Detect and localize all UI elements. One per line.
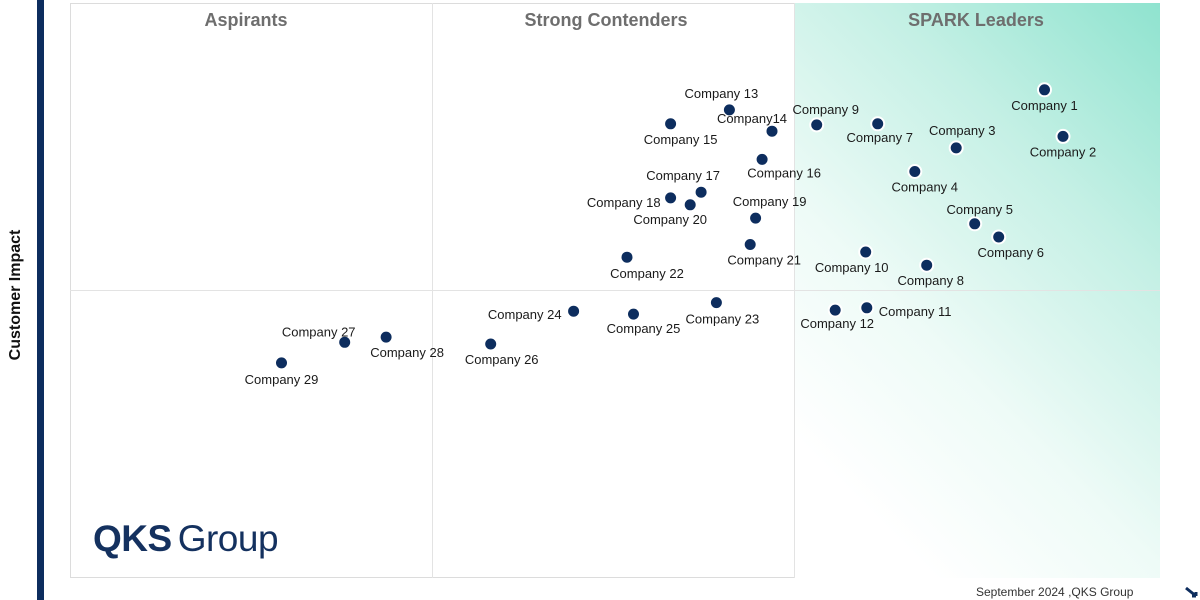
data-point[interactable] bbox=[337, 334, 353, 350]
point-label: Company 18 bbox=[587, 195, 661, 210]
data-point[interactable] bbox=[693, 184, 709, 200]
data-point[interactable] bbox=[809, 117, 825, 133]
data-point[interactable] bbox=[1055, 128, 1071, 144]
data-point[interactable] bbox=[748, 210, 764, 226]
data-point[interactable] bbox=[682, 197, 698, 213]
quadrant-title-spark-leaders: SPARK Leaders bbox=[908, 10, 1044, 30]
point-label: Company 17 bbox=[646, 168, 720, 183]
data-point[interactable] bbox=[907, 164, 923, 179]
point-label: Company14 bbox=[717, 111, 787, 126]
point-label: Company 15 bbox=[644, 132, 718, 147]
qks-group-logo: QKS Group bbox=[93, 518, 279, 560]
data-point[interactable] bbox=[663, 190, 679, 206]
point-label: Company 19 bbox=[733, 194, 807, 209]
footer-credit: September 2024 ,QKS Group bbox=[976, 585, 1134, 599]
point-label: Company 8 bbox=[897, 273, 963, 288]
data-point[interactable] bbox=[483, 336, 499, 352]
data-point[interactable] bbox=[870, 116, 886, 132]
data-point[interactable] bbox=[663, 116, 679, 132]
data-point[interactable] bbox=[619, 249, 635, 265]
point-label: Company 10 bbox=[815, 260, 889, 275]
data-point[interactable] bbox=[919, 257, 935, 273]
data-point[interactable] bbox=[378, 329, 394, 345]
point-label: Company 11 bbox=[879, 304, 952, 319]
point-label: Company 4 bbox=[892, 180, 958, 195]
data-point[interactable] bbox=[742, 237, 758, 252]
point-label: Company 3 bbox=[929, 123, 995, 138]
data-point[interactable] bbox=[566, 303, 582, 319]
point-label: Company 16 bbox=[747, 165, 821, 180]
point-label: Company 20 bbox=[633, 212, 707, 227]
data-point[interactable] bbox=[626, 306, 641, 322]
data-point[interactable] bbox=[754, 151, 770, 167]
point-label: Company 5 bbox=[946, 202, 1012, 217]
x-axis-arrow-icon bbox=[1185, 586, 1198, 598]
quadrant-title-aspirants: Aspirants bbox=[204, 10, 288, 30]
data-point[interactable] bbox=[948, 140, 964, 156]
point-label: Company 26 bbox=[465, 352, 539, 367]
quadrant-title-strong-contenders: Strong Contenders bbox=[524, 10, 688, 30]
data-point[interactable] bbox=[991, 229, 1007, 245]
point-label: Company 13 bbox=[685, 86, 759, 101]
point-label: Company 24 bbox=[488, 307, 562, 322]
point-label: Company 29 bbox=[245, 372, 319, 387]
y-axis-bar bbox=[37, 0, 44, 600]
point-label: Company 2 bbox=[1030, 144, 1096, 159]
data-point[interactable] bbox=[827, 302, 843, 318]
point-label: Company 22 bbox=[610, 266, 684, 281]
point-label: Company 12 bbox=[800, 316, 874, 331]
point-label: Company 9 bbox=[792, 102, 858, 117]
point-label: Company 7 bbox=[846, 130, 912, 145]
data-point[interactable] bbox=[708, 295, 724, 311]
data-point[interactable] bbox=[764, 123, 780, 139]
point-label: Company 25 bbox=[607, 321, 681, 336]
data-point[interactable] bbox=[1037, 82, 1052, 98]
point-label: Company 27 bbox=[282, 324, 356, 339]
point-label: Company 28 bbox=[370, 345, 444, 360]
logo-light-text: Group bbox=[177, 518, 279, 559]
data-point[interactable] bbox=[721, 102, 737, 118]
data-point[interactable] bbox=[274, 355, 289, 371]
data-point[interactable] bbox=[967, 216, 983, 232]
data-point[interactable] bbox=[858, 244, 874, 260]
logo-strong-text: QKS bbox=[93, 518, 172, 559]
data-point[interactable] bbox=[859, 300, 875, 316]
point-label: Company 21 bbox=[727, 253, 801, 268]
point-label: Company 6 bbox=[977, 245, 1043, 260]
horizontal-gridline bbox=[70, 290, 1160, 291]
point-label: Company 1 bbox=[1011, 98, 1077, 113]
point-label: Company 23 bbox=[686, 312, 760, 327]
